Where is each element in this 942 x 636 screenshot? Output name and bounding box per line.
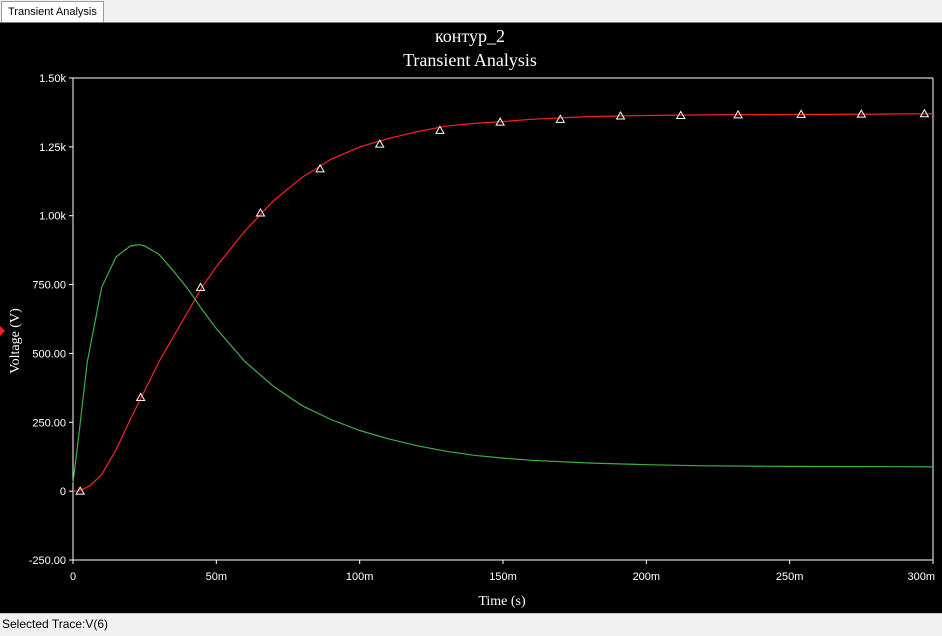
series-1-marker bbox=[733, 109, 743, 119]
selected-trace-indicator-icon bbox=[0, 326, 5, 336]
series-group bbox=[72, 108, 934, 495]
series-1-marker bbox=[435, 125, 445, 134]
status-selected-trace: Selected Trace:V(6) bbox=[2, 617, 109, 631]
series-1-marker bbox=[135, 392, 146, 401]
series-1-marker bbox=[75, 486, 86, 495]
series-line-1 bbox=[73, 113, 934, 492]
x-tick-label: 200m bbox=[633, 571, 661, 583]
status-bar: Selected Trace:V(6) bbox=[0, 613, 942, 636]
series-line-2 bbox=[72, 243, 934, 483]
axes-group: -250.00 0 250.00 500.00 750.00 1.00k 1.25k 1.50… bbox=[29, 73, 935, 583]
x-tick-label: 150m bbox=[489, 571, 517, 583]
tab-transient-analysis[interactable]: Transient Analysis bbox=[1, 1, 104, 22]
tab-strip: Transient Analysis bbox=[0, 0, 942, 22]
y-tick-label: 1.50k bbox=[39, 73, 66, 85]
x-tick-label: 50m bbox=[206, 571, 227, 583]
chart-title: контур_2 bbox=[435, 26, 505, 46]
x-tick-label: 300m bbox=[907, 571, 935, 583]
series-1-marker bbox=[796, 109, 806, 118]
x-tick-label: 0 bbox=[70, 571, 76, 583]
y-tick-label: -250.00 bbox=[29, 555, 66, 567]
x-tick-label: 250m bbox=[776, 571, 804, 583]
plot-frame: контур_2 Transient Analysis Time (s) Vol… bbox=[0, 22, 942, 613]
series-1-marker bbox=[675, 110, 686, 119]
transient-chart: контур_2 Transient Analysis Time (s) Vol… bbox=[0, 26, 935, 609]
series-1-marker bbox=[919, 108, 930, 118]
y-tick-label: 500.00 bbox=[32, 348, 66, 360]
series-1-marker bbox=[374, 139, 385, 148]
y-tick-label: 250.00 bbox=[32, 417, 66, 429]
x-tick-label: 100m bbox=[346, 571, 374, 583]
y-tick-label: 1.00k bbox=[39, 211, 66, 223]
series-1-marker bbox=[555, 114, 566, 123]
y-axis-label: Voltage (V) bbox=[8, 308, 23, 374]
series-1-marker bbox=[195, 282, 206, 291]
series-1-marker bbox=[615, 111, 626, 120]
series-1-marker bbox=[255, 207, 266, 217]
y-tick-label: 0 bbox=[60, 486, 66, 498]
y-tick-label: 1.25k bbox=[39, 142, 66, 154]
series-1-marker bbox=[315, 163, 325, 173]
x-axis-label: Time (s) bbox=[478, 594, 526, 609]
chart-subtitle: Transient Analysis bbox=[403, 50, 537, 70]
y-tick-label: 750.00 bbox=[32, 280, 66, 292]
series-1-marker bbox=[856, 109, 867, 118]
series-1-marker bbox=[495, 117, 505, 126]
